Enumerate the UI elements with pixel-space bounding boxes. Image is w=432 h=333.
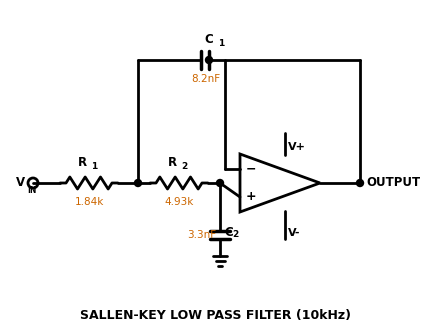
Text: −: −	[246, 163, 257, 175]
Text: C: C	[224, 226, 233, 239]
Circle shape	[356, 179, 363, 186]
Text: V+: V+	[288, 142, 306, 152]
Text: 1: 1	[218, 39, 224, 48]
Text: R: R	[78, 156, 87, 169]
Text: V-: V-	[288, 228, 301, 238]
Text: 1.84k: 1.84k	[74, 197, 104, 207]
Circle shape	[134, 179, 142, 186]
Text: OUTPUT: OUTPUT	[366, 176, 420, 189]
Text: +: +	[246, 190, 257, 203]
Text: SALLEN-KEY LOW PASS FILTER (10kHz): SALLEN-KEY LOW PASS FILTER (10kHz)	[80, 308, 352, 321]
Text: IN: IN	[27, 186, 36, 195]
Text: 2: 2	[181, 162, 187, 171]
Circle shape	[216, 179, 223, 186]
Text: C: C	[204, 33, 213, 46]
Text: R: R	[168, 156, 177, 169]
Text: 4.93k: 4.93k	[164, 197, 194, 207]
Text: 3.3nF: 3.3nF	[187, 230, 216, 240]
Text: 1: 1	[91, 162, 97, 171]
Text: V: V	[16, 175, 25, 188]
Text: 2: 2	[232, 230, 238, 239]
Circle shape	[206, 57, 213, 64]
Text: 8.2nF: 8.2nF	[191, 74, 220, 84]
